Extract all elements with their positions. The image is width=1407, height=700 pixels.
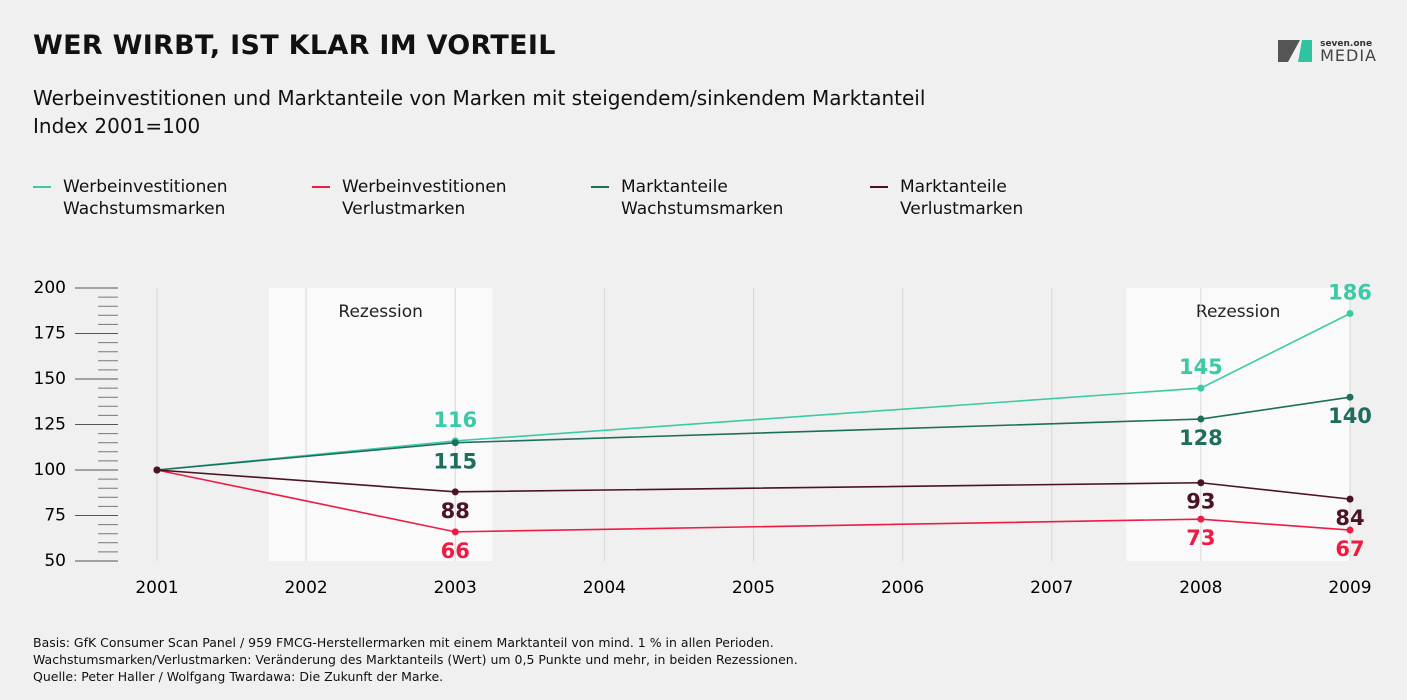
y-tick-label: 200 [34, 278, 66, 298]
logo: seven.one MEDIA [1278, 38, 1377, 64]
x-tick-label: 2008 [1179, 578, 1222, 598]
data-label: 73 [1186, 526, 1215, 550]
legend-swatch [591, 186, 609, 188]
legend-label: Marktanteile Verlustmarken [900, 177, 1024, 219]
data-label: 116 [433, 408, 477, 432]
legend-item: Werbeinvestitionen Verlustmarken [312, 176, 591, 220]
data-point [153, 466, 161, 474]
legend-label: Werbeinvestitionen Verlustmarken [342, 177, 507, 219]
series-line [156, 469, 1351, 500]
title: WER WIRBT, IST KLAR IM VORTEIL [33, 30, 556, 61]
series-line [156, 396, 1351, 471]
data-point [451, 439, 459, 447]
footer: Basis: GfK Consumer Scan Panel / 959 FMC… [33, 634, 798, 685]
legend-swatch [312, 186, 330, 188]
data-label: 66 [441, 539, 470, 563]
logo-icon [1278, 40, 1313, 62]
data-label: 93 [1186, 490, 1215, 514]
data-point [1197, 479, 1205, 487]
footer-note: Basis: GfK Consumer Scan Panel / 959 FMC… [33, 635, 774, 650]
x-tick-label: 2004 [583, 578, 626, 598]
legend-label: Marktanteile Wachstumsmarken [621, 177, 784, 219]
x-tick-label: 2003 [434, 578, 477, 598]
recession-label: Rezession [338, 302, 423, 322]
legend-item: Marktanteile Wachstumsmarken [591, 176, 870, 220]
data-label: 115 [433, 450, 477, 474]
data-label: 88 [441, 499, 470, 523]
y-tick-label: 50 [44, 551, 66, 571]
data-point [1346, 526, 1354, 534]
footer-note: Quelle: Peter Haller / Wolfgang Twardawa… [33, 669, 444, 684]
data-label: 67 [1335, 537, 1364, 561]
series-line [156, 469, 1351, 533]
logo-text: MEDIA [1320, 46, 1377, 65]
subtitle: Werbeinvestitionen und Marktanteile von … [33, 86, 926, 110]
legend-swatch [33, 186, 51, 188]
x-tick-label: 2005 [732, 578, 775, 598]
data-point [1197, 415, 1205, 423]
legend: Werbeinvestitionen Wachstumsmarken Werbei… [33, 176, 1149, 220]
data-label: 84 [1335, 506, 1364, 530]
legend-item: Werbeinvestitionen Wachstumsmarken [33, 176, 312, 220]
data-point [1346, 309, 1354, 317]
data-point [1346, 495, 1354, 503]
data-point [1197, 384, 1205, 392]
legend-label: Werbeinvestitionen Wachstumsmarken [63, 177, 228, 219]
y-tick-label: 100 [34, 460, 66, 480]
data-label: 145 [1179, 355, 1223, 379]
x-tick-label: 2006 [881, 578, 924, 598]
subtitle: Index 2001=100 [33, 114, 201, 138]
x-tick-label: 2001 [135, 578, 178, 598]
y-tick-label: 150 [34, 369, 66, 389]
series-line [156, 312, 1351, 471]
data-point [1346, 393, 1354, 401]
y-tick-label: 75 [44, 506, 66, 526]
data-point [1197, 515, 1205, 523]
y-tick-label: 175 [34, 324, 66, 344]
recession-label: Rezession [1196, 302, 1281, 322]
x-tick-label: 2007 [1030, 578, 1073, 598]
footer-note: Wachstumsmarken/Verlustmarken: Veränderu… [33, 652, 798, 667]
x-tick-label: 2002 [284, 578, 327, 598]
y-tick-label: 125 [34, 415, 66, 435]
legend-item: Marktanteile Verlustmarken [870, 176, 1149, 220]
recession-band [1126, 288, 1350, 561]
data-label: 128 [1179, 426, 1223, 450]
data-point [451, 528, 459, 536]
data-label: 186 [1328, 280, 1372, 304]
x-tick-label: 2009 [1328, 578, 1371, 598]
logo-text: seven.one [1320, 39, 1373, 49]
data-point [451, 488, 459, 496]
chart: Rezession Rezession 2001 2002 2003 2004 2005 20… [34, 278, 1372, 598]
data-label: 140 [1328, 404, 1372, 428]
legend-swatch [870, 186, 888, 188]
